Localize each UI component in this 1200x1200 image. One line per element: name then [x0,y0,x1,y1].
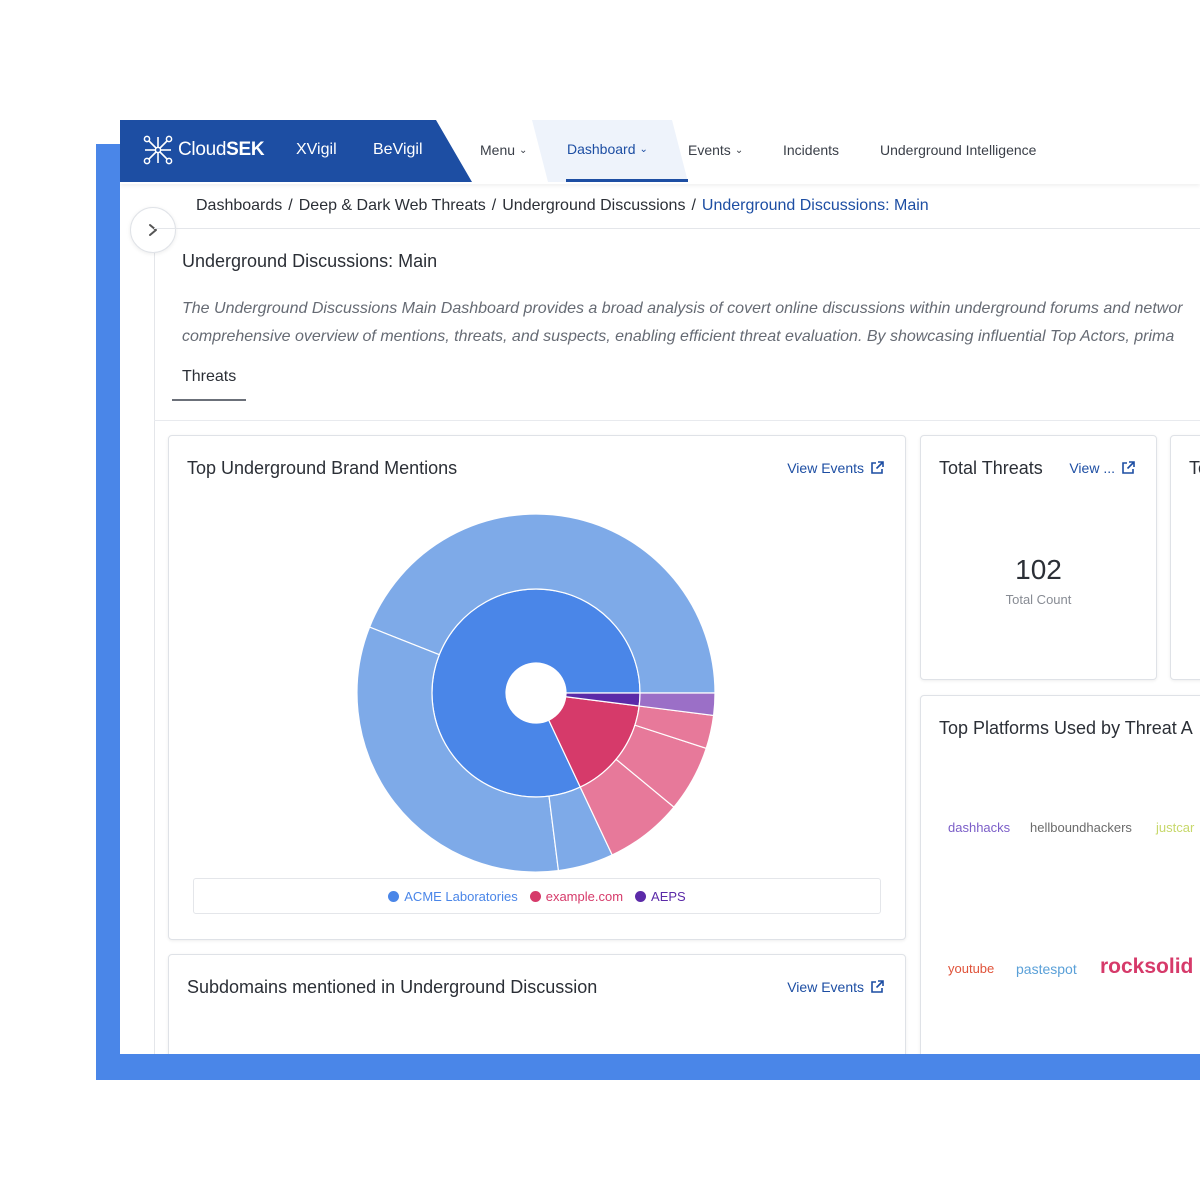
legend-item-example[interactable]: example.com [529,888,624,904]
breadcrumb-divider [154,228,1200,229]
card-title: Total Threats [939,458,1043,478]
view-events-label: View Events [787,979,864,995]
legend-label: AEPS [651,888,686,904]
nav-active-underline [566,179,688,182]
nav-active-highlight [532,120,688,182]
card-title: Top Platforms Used by Threat A [939,718,1193,738]
external-link-icon [871,980,884,993]
chevron-down-icon: ⌄ [519,145,528,156]
word-cloud-term[interactable]: dashhacks [948,820,1011,835]
card-title: To [1189,458,1200,478]
view-events-link[interactable]: View Events [787,979,885,995]
breadcrumb-separator: / [691,197,696,214]
page-description-line: comprehensive overview of mentions, thre… [182,328,1175,345]
product-xvigil-link[interactable]: XVigil [296,141,337,158]
nav-underground-intelligence[interactable]: Underground Intelligence [880,142,1036,158]
total-threats-card: Total Threats View ... 102 Total Count [920,435,1157,680]
legend-dot [388,890,400,902]
breadcrumb-underground-discussions[interactable]: Underground Discussions [502,197,686,214]
tab-threats[interactable]: Threats [182,368,237,385]
top-navbar: CloudSEK XVigil BeVigil Menu ⌄ Dashboard… [120,120,1200,184]
chart-legend: ACME Laboratories example.com AEPS [193,878,881,914]
card-title: Top Underground Brand Mentions [187,458,458,478]
breadcrumb-deep-dark-web-threats[interactable]: Deep & Dark Web Threats [298,197,486,214]
total-count-label: Total Count [1005,592,1072,607]
nav-events-label: Events [688,142,731,158]
word-cloud-term[interactable]: rocksolid [1100,955,1194,978]
legend-dot [635,890,647,902]
chevron-down-icon: ⌄ [639,144,648,155]
page-description: The Underground Discussions Main Dashboa… [182,295,1200,351]
nav-dashboard[interactable]: Dashboard ⌄ [567,141,648,157]
nav-menu[interactable]: Menu ⌄ [480,142,527,158]
chevron-right-icon [149,224,157,236]
network-star-icon [143,135,173,165]
external-link-icon [1122,461,1135,474]
legend-item-acme[interactable]: ACME Laboratories [388,888,518,904]
legend-label: ACME Laboratories [404,888,518,904]
subdomains-card: Subdomains mentioned in Underground Disc… [168,954,906,1054]
sidebar-divider [154,253,155,1054]
product-bevigil-link[interactable]: BeVigil [373,141,423,158]
tab-active-indicator [172,399,246,401]
app-window: CloudSEK XVigil BeVigil Menu ⌄ Dashboard… [120,120,1200,1054]
sunburst-chart [356,513,716,873]
cloudsek-logo[interactable]: CloudSEK [142,134,265,166]
chevron-down-icon: ⌄ [734,145,744,156]
outer-ring-slice[interactable] [368,513,716,694]
logo-text: CloudSEK [178,139,265,160]
nav-menu-label: Menu [480,142,516,158]
view-events-label: View ... [1069,460,1115,476]
brand-bar: CloudSEK XVigil BeVigil [120,120,472,182]
word-cloud-term[interactable]: pastespot [1016,961,1077,977]
legend-label: example.com [545,888,624,904]
outer-ring-slice[interactable] [356,626,560,873]
nav-events[interactable]: Events ⌄ [688,142,743,158]
view-events-link[interactable]: View ... [1069,460,1136,476]
next-stat-card: To [1170,435,1200,680]
word-cloud-term[interactable]: justcar [1156,820,1195,835]
sidebar-expand-button[interactable] [130,207,176,253]
breadcrumb-dashboards[interactable]: Dashboards [196,197,283,214]
nav-underground-intelligence-label: Underground Intelligence [880,142,1037,158]
breadcrumb-separator: / [491,197,497,214]
breadcrumb: Dashboards / Deep & Dark Web Threats / U… [196,197,929,215]
nav-incidents[interactable]: Incidents [783,142,839,158]
brand-mentions-card: Top Underground Brand Mentions View Even… [168,435,906,940]
outer-ring-slice[interactable] [638,692,716,717]
view-events-label: View Events [787,460,864,476]
legend-dot [529,890,541,902]
page-description-line: The Underground Discussions Main Dashboa… [182,300,1183,317]
card-title: Subdomains mentioned in Underground Disc… [187,977,598,997]
legend-item-aeps[interactable]: AEPS [635,889,686,904]
word-cloud-term[interactable]: hellboundhackers [1030,820,1132,835]
tabs-divider [154,420,1200,421]
top-platforms-card: Top Platforms Used by Threat A dashhacks… [920,695,1200,1054]
breadcrumb-current: Underground Discussions: Main [701,197,929,214]
word-cloud-term[interactable]: youtube [948,961,995,976]
total-count-value: 102 [1015,554,1062,585]
page-title: Underground Discussions: Main [182,251,438,271]
nav-dashboard-label: Dashboard [567,141,636,157]
breadcrumb-separator: / [288,197,293,214]
view-events-link[interactable]: View Events [787,460,885,476]
external-link-icon [871,461,884,474]
nav-incidents-label: Incidents [783,142,840,158]
